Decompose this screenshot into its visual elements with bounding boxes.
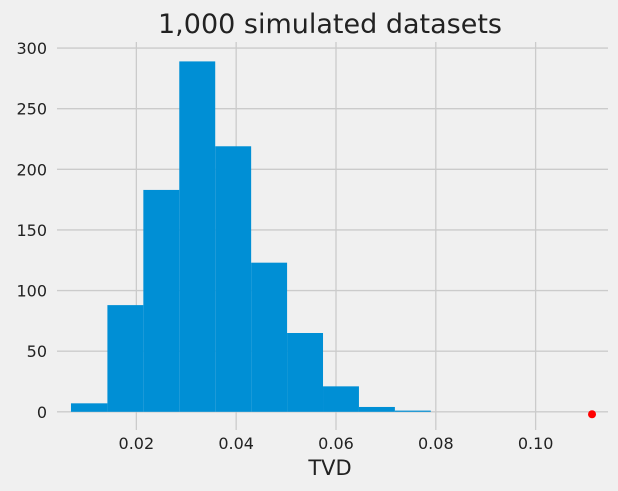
histogram-bar: [358, 406, 395, 412]
y-tick-label: 50: [27, 342, 47, 361]
x-tick-label: 0.02: [119, 434, 155, 453]
x-tick-label: 0.10: [518, 434, 554, 453]
chart-title: 1,000 simulated datasets: [158, 9, 502, 40]
histogram-bar: [179, 61, 216, 412]
y-tick-label: 250: [16, 100, 47, 119]
y-tick-label: 100: [16, 282, 47, 301]
histogram-bar: [143, 189, 180, 412]
histogram-bar: [251, 262, 288, 412]
histogram-bar: [287, 333, 324, 412]
y-tick-label: 150: [16, 221, 47, 240]
histogram-bars: [70, 61, 431, 412]
histogram-bar: [323, 386, 359, 412]
y-tick-label: 0: [37, 403, 47, 422]
y-axis-ticks: 0 50 100 150 200 250 300: [16, 39, 47, 422]
x-tick-label: 0.04: [218, 434, 254, 453]
observed-statistic: [588, 410, 597, 419]
histogram-bar: [394, 410, 431, 412]
x-axis-ticks: 0.02 0.04 0.06 0.08 0.10: [119, 434, 554, 453]
histogram-bar: [107, 305, 144, 412]
histogram-bar: [70, 403, 108, 412]
observed-statistic-point: [588, 410, 597, 419]
x-tick-label: 0.06: [318, 434, 354, 453]
y-tick-label: 300: [16, 39, 47, 58]
x-axis-label: TVD: [307, 456, 351, 480]
y-tick-label: 200: [16, 160, 47, 179]
x-tick-label: 0.08: [418, 434, 454, 453]
histogram-bar: [215, 146, 252, 412]
